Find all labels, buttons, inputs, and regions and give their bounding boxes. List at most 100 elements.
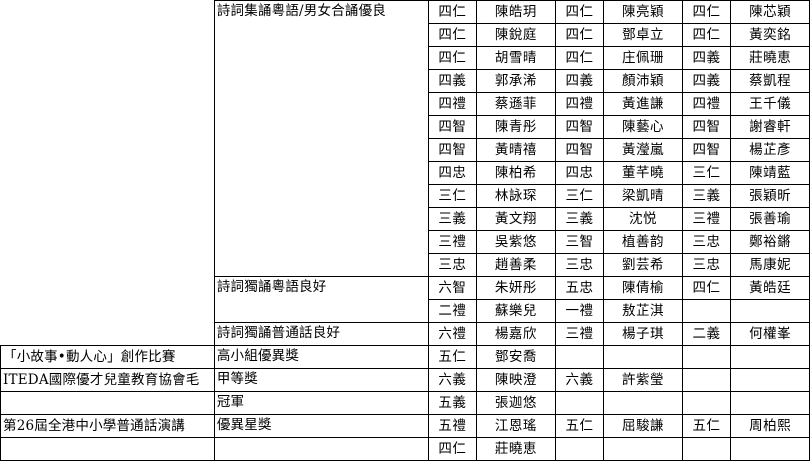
cell-class-2[interactable]: 三義 xyxy=(554,207,605,231)
cell-student-name-1[interactable]: 陳皓玥 xyxy=(476,0,556,24)
cell-class-1[interactable]: 五義 xyxy=(427,391,478,415)
cell-event-name[interactable]: 第26屆全港中小學普通話演講 xyxy=(0,414,215,438)
cell-student-name-2[interactable]: 董芊曉 xyxy=(603,161,683,185)
cell-class-2[interactable]: 四仁 xyxy=(554,46,605,70)
cell-event-name[interactable] xyxy=(0,230,215,254)
cell-student-name-2[interactable]: 許紫瑩 xyxy=(603,368,683,392)
cell-class-2[interactable]: 三仁 xyxy=(554,184,605,208)
cell-class-3[interactable]: 四智 xyxy=(681,115,732,139)
cell-student-name-1[interactable]: 黃晴禧 xyxy=(476,138,556,162)
cell-class-1[interactable]: 五禮 xyxy=(427,414,478,438)
cell-class-3[interactable] xyxy=(681,437,732,461)
cell-student-name-2[interactable]: 屈駿謙 xyxy=(603,414,683,438)
cell-class-3[interactable] xyxy=(681,299,732,323)
cell-class-1[interactable]: 六義 xyxy=(427,368,478,392)
cell-student-name-2[interactable] xyxy=(603,437,683,461)
cell-event-name[interactable] xyxy=(0,115,215,139)
cell-student-name-1[interactable]: 江恩瑤 xyxy=(476,414,556,438)
cell-student-name-1[interactable]: 楊嘉欣 xyxy=(476,322,556,346)
cell-class-1[interactable]: 六禮 xyxy=(427,322,478,346)
cell-class-2[interactable]: 三禮 xyxy=(554,322,605,346)
cell-class-3[interactable]: 三禮 xyxy=(681,207,732,231)
cell-class-3[interactable]: 四智 xyxy=(681,138,732,162)
cell-student-name-1[interactable]: 莊曉恵 xyxy=(476,437,556,461)
cell-class-2[interactable]: 三忠 xyxy=(554,253,605,277)
cell-class-1[interactable]: 四仁 xyxy=(427,437,478,461)
cell-class-2[interactable]: 四仁 xyxy=(554,0,605,24)
cell-student-name-2[interactable]: 敖芷淇 xyxy=(603,299,683,323)
cell-student-name-2[interactable] xyxy=(603,391,683,415)
cell-class-3[interactable]: 四仁 xyxy=(681,23,732,47)
cell-event-name[interactable] xyxy=(0,69,215,93)
cell-student-name-1[interactable]: 陳銳庭 xyxy=(476,23,556,47)
cell-class-2[interactable]: 四義 xyxy=(554,69,605,93)
cell-class-1[interactable]: 四智 xyxy=(427,138,478,162)
cell-class-3[interactable]: 四義 xyxy=(681,69,732,93)
cell-student-name-3[interactable] xyxy=(730,299,810,323)
cell-student-name-2[interactable]: 植善韵 xyxy=(603,230,683,254)
cell-student-name-2[interactable]: 庄佩珊 xyxy=(603,46,683,70)
cell-student-name-1[interactable]: 黃文翔 xyxy=(476,207,556,231)
cell-student-name-3[interactable] xyxy=(730,368,810,392)
cell-event-name[interactable]: 「小故事•動人心」創作比賽 xyxy=(0,345,215,369)
cell-student-name-1[interactable]: 張迦悠 xyxy=(476,391,556,415)
cell-class-3[interactable]: 四仁 xyxy=(681,276,732,300)
cell-student-name-2[interactable]: 梁凱晴 xyxy=(603,184,683,208)
cell-class-3[interactable]: 三仁 xyxy=(681,161,732,185)
cell-event-name[interactable] xyxy=(0,92,215,116)
cell-event-name[interactable] xyxy=(0,437,215,461)
cell-class-2[interactable]: 四忠 xyxy=(554,161,605,185)
cell-class-1[interactable]: 四仁 xyxy=(427,0,478,24)
cell-class-2[interactable]: 四智 xyxy=(554,115,605,139)
cell-class-2[interactable]: 三智 xyxy=(554,230,605,254)
cell-student-name-1[interactable]: 鄧安喬 xyxy=(476,345,556,369)
cell-student-name-1[interactable]: 胡雪晴 xyxy=(476,46,556,70)
cell-class-3[interactable]: 四仁 xyxy=(681,0,732,24)
cell-student-name-3[interactable]: 陳靖藍 xyxy=(730,161,810,185)
cell-class-2[interactable] xyxy=(554,345,605,369)
cell-class-3[interactable]: 二義 xyxy=(681,322,732,346)
cell-student-name-3[interactable]: 馬康妮 xyxy=(730,253,810,277)
cell-student-name-1[interactable]: 陳映澄 xyxy=(476,368,556,392)
cell-student-name-1[interactable]: 朱妍彤 xyxy=(476,276,556,300)
cell-class-2[interactable]: 五仁 xyxy=(554,414,605,438)
cell-class-3[interactable] xyxy=(681,391,732,415)
cell-student-name-2[interactable]: 陳倩榆 xyxy=(603,276,683,300)
cell-class-2[interactable] xyxy=(554,437,605,461)
cell-event-name[interactable] xyxy=(0,23,215,47)
cell-student-name-1[interactable]: 林詠琛 xyxy=(476,184,556,208)
cell-student-name-2[interactable] xyxy=(603,345,683,369)
cell-student-name-3[interactable]: 王千儀 xyxy=(730,92,810,116)
cell-award-name[interactable]: 詩詞集誦粵語/男女合誦優良 xyxy=(213,0,429,277)
cell-class-1[interactable]: 四義 xyxy=(427,69,478,93)
cell-event-name[interactable] xyxy=(0,184,215,208)
cell-student-name-2[interactable]: 陳亮穎 xyxy=(603,0,683,24)
cell-event-name[interactable] xyxy=(0,161,215,185)
cell-event-name[interactable] xyxy=(0,207,215,231)
cell-award-name[interactable] xyxy=(213,437,429,461)
cell-class-1[interactable]: 四禮 xyxy=(427,92,478,116)
cell-student-name-3[interactable]: 蔡凱程 xyxy=(730,69,810,93)
cell-student-name-2[interactable]: 沈悦 xyxy=(603,207,683,231)
cell-class-1[interactable]: 三忠 xyxy=(427,253,478,277)
cell-class-1[interactable]: 四仁 xyxy=(427,46,478,70)
cell-event-name[interactable]: ITEDA國際優才兒童教育協會毛 xyxy=(0,368,215,392)
cell-student-name-3[interactable]: 莊曉恵 xyxy=(730,46,810,70)
cell-class-1[interactable]: 二禮 xyxy=(427,299,478,323)
cell-award-name[interactable]: 詩詞獨誦普通話良好 xyxy=(213,322,429,346)
cell-student-name-2[interactable]: 鄧卓立 xyxy=(603,23,683,47)
cell-student-name-3[interactable]: 黃奕銘 xyxy=(730,23,810,47)
cell-student-name-2[interactable]: 顏沛穎 xyxy=(603,69,683,93)
cell-student-name-3[interactable]: 何權峯 xyxy=(730,322,810,346)
cell-class-3[interactable]: 四義 xyxy=(681,46,732,70)
cell-student-name-3[interactable] xyxy=(730,437,810,461)
cell-class-3[interactable]: 三忠 xyxy=(681,253,732,277)
cell-student-name-1[interactable]: 陳柏希 xyxy=(476,161,556,185)
cell-student-name-1[interactable]: 郭承浠 xyxy=(476,69,556,93)
cell-student-name-2[interactable]: 劉芸希 xyxy=(603,253,683,277)
cell-class-1[interactable]: 四智 xyxy=(427,115,478,139)
cell-student-name-3[interactable] xyxy=(730,345,810,369)
cell-class-3[interactable]: 三忠 xyxy=(681,230,732,254)
cell-class-3[interactable] xyxy=(681,368,732,392)
cell-event-name[interactable] xyxy=(0,253,215,277)
